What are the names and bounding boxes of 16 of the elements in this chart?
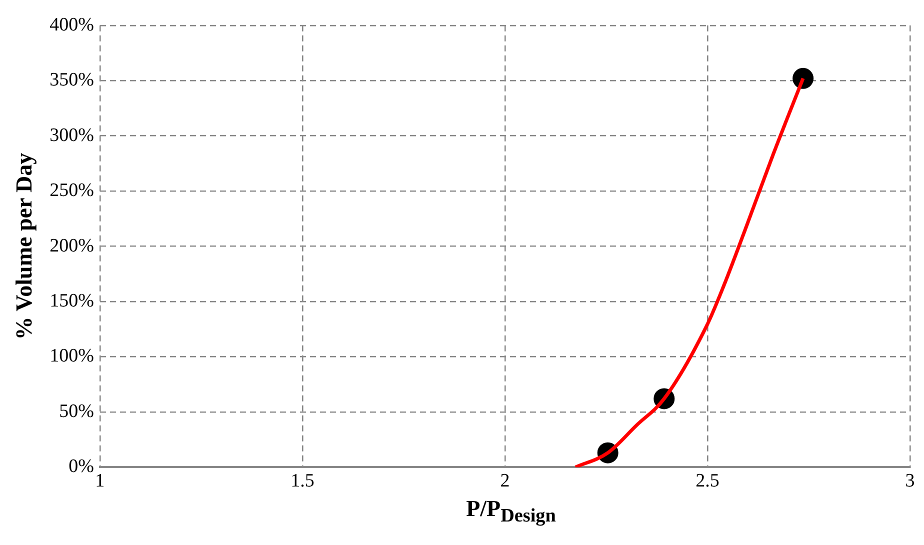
x-axis-title: P/P$_{Design}$ xyxy=(465,496,557,528)
x-tick-label: 1 xyxy=(95,470,105,492)
y-tick-label: 0% xyxy=(68,456,94,478)
y-tick-label: 150% xyxy=(50,290,94,312)
x-tick-label: 1.5 xyxy=(290,470,314,492)
y-tick-label: 250% xyxy=(50,180,94,202)
y-tick-label: 50% xyxy=(59,400,94,422)
x-tick-label: 2 xyxy=(500,470,510,492)
x-tick-label: 3 xyxy=(905,470,915,492)
x-tick-label: 2.5 xyxy=(696,470,720,492)
y-tick-label: 350% xyxy=(50,70,94,91)
y-tick-label: 400% xyxy=(50,14,94,36)
y-tick-label: 200% xyxy=(50,235,94,256)
y-tick-label: 300% xyxy=(50,124,94,146)
y-tick-label: 100% xyxy=(50,346,94,367)
y-axis-title: % Volume per Day xyxy=(12,152,37,340)
